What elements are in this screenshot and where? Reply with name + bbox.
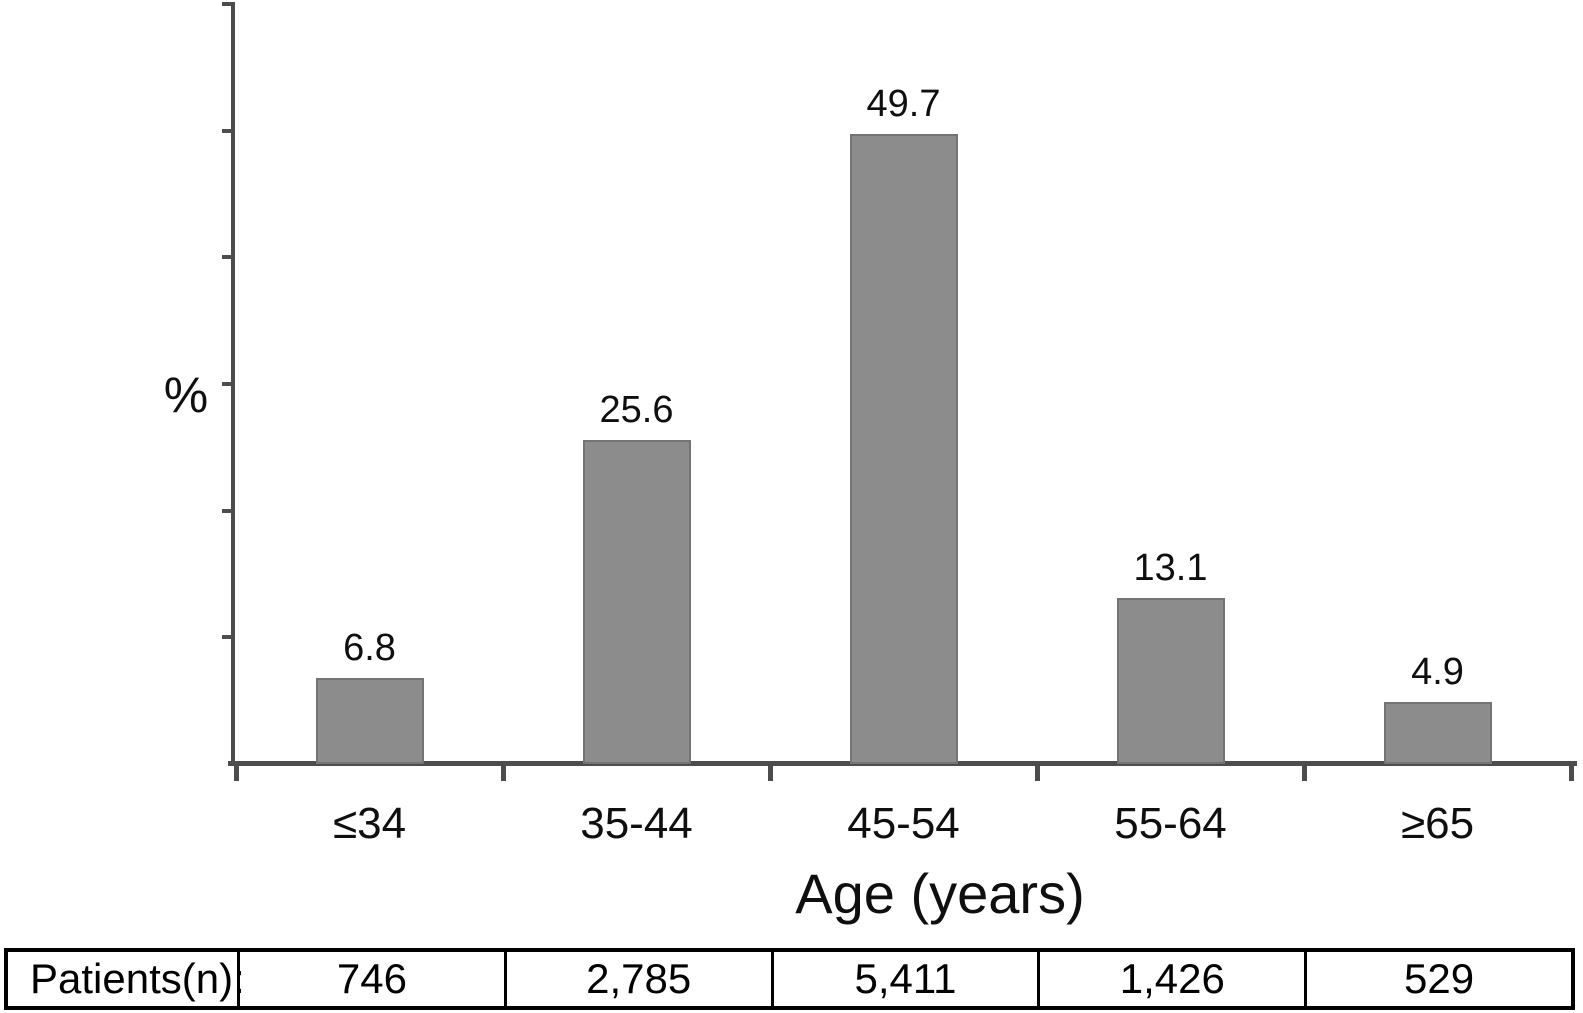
y-tick (222, 382, 231, 386)
bar-≥65 (1383, 702, 1492, 764)
table-row-label: Patients(n): (8, 952, 245, 1006)
table-cell: 746 (240, 952, 507, 1006)
x-tick (1569, 764, 1574, 781)
x-tick (234, 764, 239, 781)
table-cell: 1,426 (1040, 952, 1308, 1006)
y-axis-label: % (163, 367, 209, 423)
x-tick-label: 45-54 (847, 799, 960, 848)
patients-table: Patients(n): 746 2,785 5,411 1,426 529 (4, 948, 1575, 1010)
bar-value-label: 49.7 (866, 83, 941, 125)
x-tick (501, 764, 506, 781)
y-axis-line (231, 2, 235, 765)
bar-value-label: 4.9 (1411, 651, 1464, 693)
bar-value-label: 13.1 (1133, 547, 1208, 589)
bar-value-label: 25.6 (599, 389, 674, 431)
x-tick-label: ≤34 (332, 799, 407, 848)
y-tick (222, 128, 231, 133)
x-tick (1035, 764, 1040, 781)
x-axis-title: Age (years) (795, 862, 1085, 925)
x-tick-label: ≥65 (1400, 799, 1475, 848)
bar-value-label: 6.8 (343, 627, 396, 669)
x-tick (768, 764, 773, 781)
y-tick (222, 2, 231, 6)
table-cell: 5,411 (774, 952, 1041, 1006)
bar-55-64 (1116, 598, 1225, 764)
x-tick (1302, 764, 1307, 781)
table-cell: 2,785 (507, 952, 774, 1006)
bar-35-44 (582, 440, 691, 764)
table-cell: 529 (1404, 955, 1475, 1002)
x-tick-label: 55-64 (1114, 799, 1227, 848)
bar-≤34 (315, 678, 424, 764)
y-tick (222, 255, 231, 260)
bar-45-54 (849, 134, 958, 764)
x-tick-label: 35-44 (580, 799, 693, 848)
y-tick (222, 508, 231, 513)
y-tick (222, 635, 231, 640)
